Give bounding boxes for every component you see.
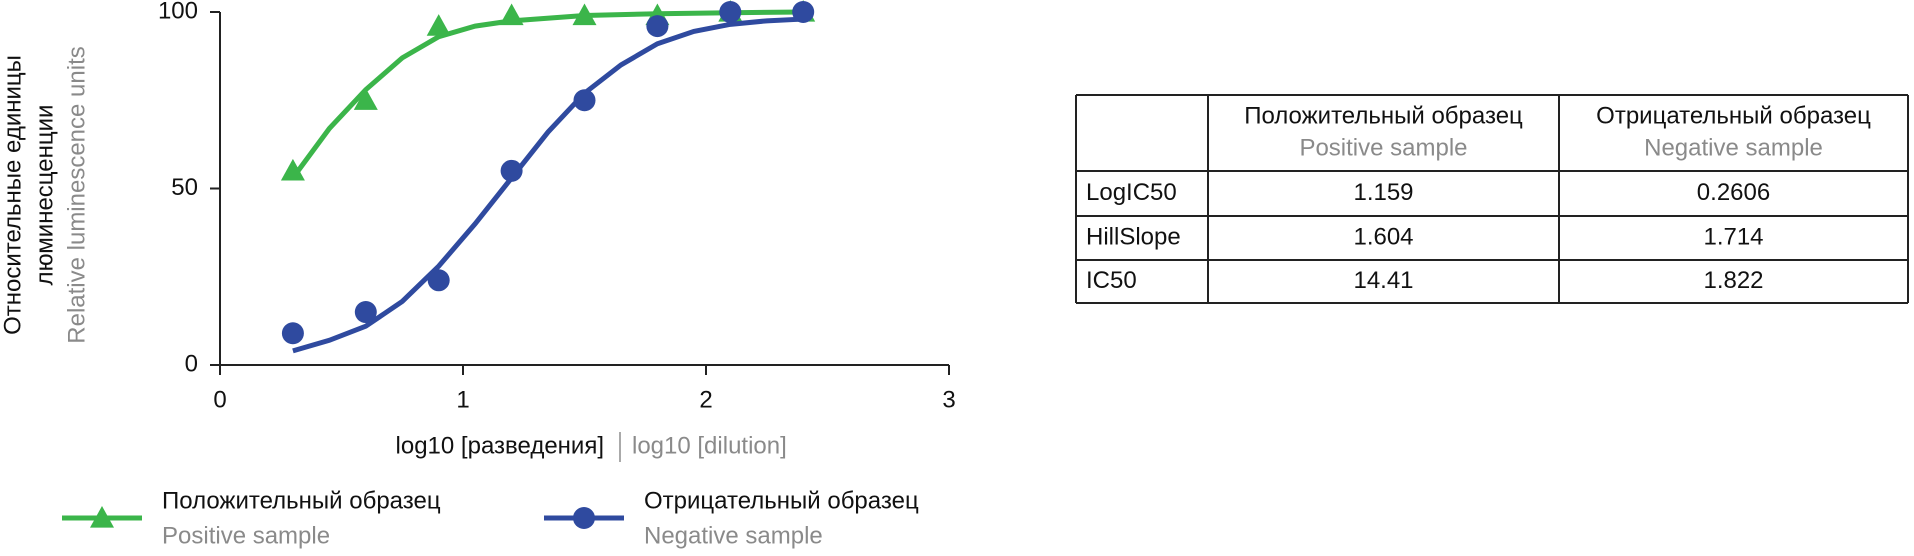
marker-circle [354,301,377,324]
marker-circle [792,1,815,23]
cell-value: 0.2606 [1697,179,1770,206]
row-label: LogIC50 [1086,179,1177,206]
legend-label-en: Positive sample [162,522,330,549]
cell-value: 14.41 [1353,267,1413,294]
cell-value: 1.714 [1703,223,1763,250]
marker-circle [427,269,450,292]
column-header-en: Positive sample [1299,134,1467,161]
row-label: HillSlope [1086,223,1181,250]
marker-triangle [90,506,114,528]
y-tick-label: 100 [158,0,198,24]
column-header-en: Negative sample [1644,134,1823,161]
row-label: IC50 [1086,267,1137,294]
marker-triangle [353,88,378,110]
cell-value: 1.822 [1703,267,1763,294]
x-tick-label: 0 [213,386,226,413]
marker-circle [281,322,304,345]
results-table: Положительный образец Positive sample Отри… [1075,94,1909,304]
x-tick-label: 2 [699,386,712,413]
x-label-en: log10 [dilution] [632,432,787,459]
x-tick-label: 3 [942,386,955,413]
marker-circle [500,159,523,182]
marker-circle [719,1,742,23]
column-header: Отрицательный образец [1596,102,1871,129]
legend-label-en: Negative sample [644,522,823,549]
x-tick-label: 1 [456,386,469,413]
column-header: Положительный образец [1244,102,1523,129]
legend-label: Положительный образец [162,487,441,514]
marker-circle [646,15,669,38]
legend-label: Отрицательный образец [644,487,919,514]
y-label-en: Relative luminescence units [63,46,90,343]
y-tick-label: 50 [171,174,198,201]
marker-triangle [499,3,524,26]
marker-circle [573,89,596,112]
plot: 0 1 2 3 0 50 100 Положительный образец Positive … [62,0,956,549]
y-tick-label: 0 [185,350,198,377]
cell-value: 1.159 [1353,179,1413,206]
marker-triangle [572,3,597,26]
marker-triangle [426,14,451,36]
marker-circle [573,507,595,529]
fit-curve [290,9,804,180]
marker-triangle [280,158,305,181]
y-label: Относительные единицы [0,55,26,335]
fit-curve [292,16,804,354]
cell-value: 1.604 [1353,223,1413,250]
y-label: люминесценции [31,105,58,286]
x-label: log10 [разведения] [396,432,604,459]
